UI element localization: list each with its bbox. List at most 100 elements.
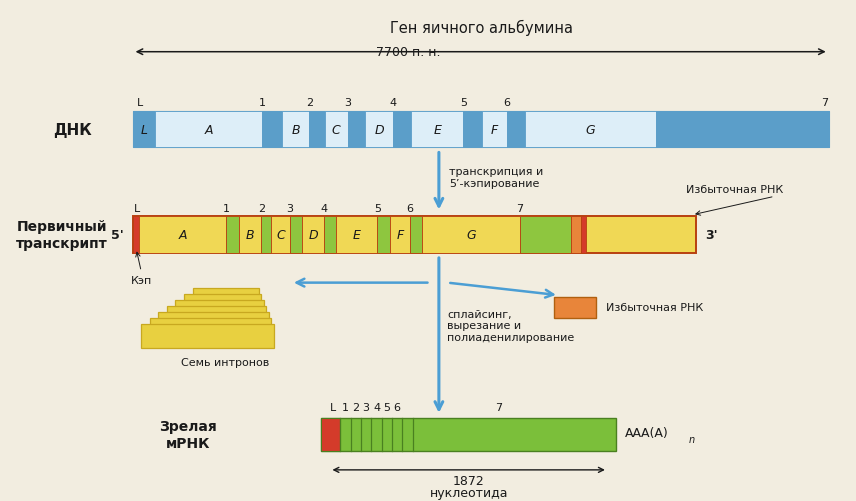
Bar <box>140 217 226 253</box>
Bar <box>366 112 393 148</box>
Text: F: F <box>491 123 498 136</box>
Text: 2: 2 <box>353 402 360 412</box>
Text: Первичный
транскрипт: Первичный транскрипт <box>15 220 108 250</box>
Bar <box>155 112 262 148</box>
Bar <box>310 112 324 148</box>
Bar <box>581 217 586 253</box>
Bar <box>290 217 302 253</box>
Text: 2: 2 <box>306 98 313 108</box>
Text: G: G <box>586 123 596 136</box>
Text: 5': 5' <box>111 228 123 241</box>
Bar <box>321 418 616 451</box>
Text: D: D <box>374 123 383 136</box>
Bar <box>336 217 377 253</box>
Text: 5: 5 <box>374 203 381 213</box>
Text: 2: 2 <box>258 203 265 213</box>
Bar <box>324 217 336 253</box>
Text: Зрелая
мРНК: Зрелая мРНК <box>159 419 217 450</box>
Text: B: B <box>291 123 300 136</box>
Bar <box>302 217 324 253</box>
Bar <box>393 112 411 148</box>
Text: 7: 7 <box>495 402 502 412</box>
Text: 5: 5 <box>383 402 390 412</box>
Text: n: n <box>689 434 695 443</box>
Text: L: L <box>134 203 140 213</box>
Text: Ген яичного альбумина: Ген яичного альбумина <box>389 20 573 36</box>
Bar <box>175 300 264 324</box>
Bar <box>410 217 422 253</box>
Text: 5: 5 <box>460 98 467 108</box>
Bar <box>261 217 271 253</box>
Text: 7: 7 <box>516 203 524 213</box>
Text: 1872: 1872 <box>453 474 484 487</box>
Text: L: L <box>330 402 336 412</box>
Text: 4: 4 <box>373 402 380 412</box>
Bar <box>141 324 274 348</box>
Text: C: C <box>332 123 341 136</box>
Bar <box>262 112 282 148</box>
Text: транскрипция и
5’-кэпирование: транскрипция и 5’-кэпирование <box>449 166 544 188</box>
Text: Избыточная РНК: Избыточная РНК <box>606 303 703 313</box>
Text: 3: 3 <box>344 98 351 108</box>
Bar <box>226 217 239 253</box>
Text: 6: 6 <box>503 98 510 108</box>
Text: 6: 6 <box>407 203 413 213</box>
Text: C: C <box>276 228 285 241</box>
Text: 3': 3' <box>705 228 718 241</box>
Bar <box>571 217 581 253</box>
Text: L: L <box>140 123 147 136</box>
Bar <box>520 217 571 253</box>
Text: E: E <box>353 228 360 241</box>
Text: 1: 1 <box>223 203 229 213</box>
Text: 3: 3 <box>363 402 370 412</box>
Bar <box>133 112 155 148</box>
Text: 3: 3 <box>287 203 294 213</box>
Text: 1: 1 <box>259 98 265 108</box>
Bar <box>348 112 366 148</box>
Bar <box>463 112 482 148</box>
Text: 7700 п. н.: 7700 п. н. <box>377 46 441 59</box>
Bar <box>184 294 261 318</box>
Text: G: G <box>467 228 476 241</box>
Bar <box>271 217 290 253</box>
Text: сплайсинг,
вырезание и
полиаденилирование: сплайсинг, вырезание и полиаденилировани… <box>448 309 574 342</box>
Bar <box>422 217 520 253</box>
Text: D: D <box>308 228 318 241</box>
Text: 4: 4 <box>320 203 327 213</box>
Text: Семь интронов: Семь интронов <box>181 357 269 367</box>
Bar <box>507 112 526 148</box>
Bar <box>282 112 310 148</box>
Bar <box>389 217 410 253</box>
Bar <box>411 112 463 148</box>
Text: Избыточная РНК: Избыточная РНК <box>686 184 783 194</box>
Text: ДНК: ДНК <box>53 122 92 137</box>
Bar <box>324 112 348 148</box>
Text: нуклеотида: нуклеотида <box>430 486 508 499</box>
Bar <box>167 306 266 330</box>
Text: L: L <box>136 98 143 108</box>
Bar <box>526 112 656 148</box>
Bar <box>193 288 259 312</box>
Bar <box>482 112 507 148</box>
Bar <box>321 418 340 451</box>
Bar <box>239 217 261 253</box>
Text: 1: 1 <box>342 402 349 412</box>
Bar <box>133 217 140 253</box>
Bar <box>377 217 389 253</box>
Text: 7: 7 <box>821 98 828 108</box>
Text: Кэп: Кэп <box>131 276 152 286</box>
Bar <box>133 217 697 253</box>
Bar <box>133 112 829 148</box>
Bar <box>555 297 596 318</box>
Text: F: F <box>396 228 403 241</box>
Text: A: A <box>179 228 187 241</box>
Text: 4: 4 <box>389 98 396 108</box>
Text: A: A <box>205 123 213 136</box>
Bar <box>656 112 829 148</box>
Text: B: B <box>246 228 254 241</box>
Text: ААА(А): ААА(А) <box>625 427 669 439</box>
Bar <box>158 312 269 336</box>
Bar <box>150 318 271 342</box>
Text: 6: 6 <box>394 402 401 412</box>
Text: E: E <box>433 123 441 136</box>
